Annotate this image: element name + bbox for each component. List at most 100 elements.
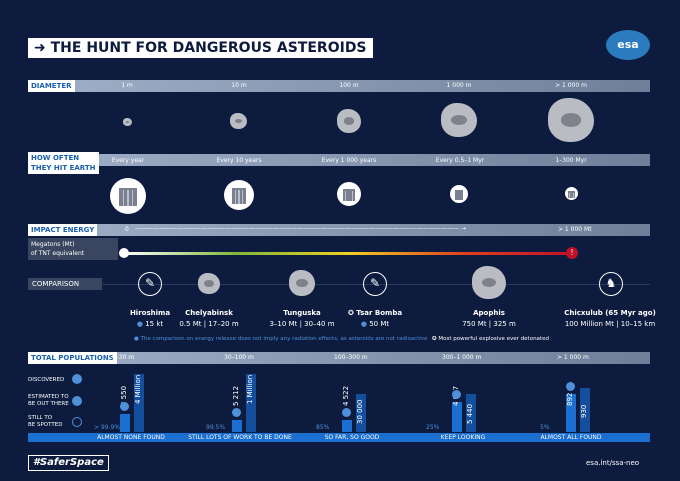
- bomb-icon: ✎: [138, 272, 162, 296]
- captions-ribbon: [28, 433, 650, 442]
- group-caption: SO FAR, SO GOOD: [324, 434, 380, 441]
- energy-gradient-bar: [123, 252, 576, 255]
- discovered-bar: [342, 420, 352, 432]
- calendar-icon: [224, 180, 254, 210]
- asteroid-icon: [230, 113, 247, 129]
- group-caption: ALMOST ALL FOUND: [540, 434, 602, 441]
- populations-bar: [28, 352, 650, 364]
- frequency-item: Every 1 000 years: [321, 157, 377, 164]
- esa-logo: esa: [606, 30, 650, 60]
- comparison-value: ● 50 Mt: [360, 320, 390, 328]
- asteroid-marker-icon: [342, 408, 351, 417]
- asteroid-discovered-icon: [72, 374, 82, 384]
- estimated-value: 5 440: [466, 403, 474, 424]
- comparison-name: Hiroshima: [129, 309, 171, 317]
- asteroid-estimated-icon: [72, 396, 82, 406]
- dinosaur-icon: ♞: [599, 272, 623, 296]
- comparison-label: COMPARISON: [28, 278, 102, 290]
- comparison-name: ✪ Tsar Bomba: [347, 309, 403, 317]
- asteroid-icon: [198, 273, 220, 294]
- estimated-bar: [580, 388, 590, 432]
- populations-label: TOTAL POPULATIONS: [28, 352, 117, 364]
- asteroid-icon: [472, 266, 506, 299]
- bullet-icon: ●: [134, 336, 141, 342]
- discovered-value: 4 522: [342, 385, 350, 406]
- calendar-icon: [337, 182, 361, 206]
- comparison-note: ● The comparison on energy release does …: [134, 336, 428, 342]
- row-discovered-label: DISCOVERED: [28, 377, 65, 383]
- unspotted-percent: > 99.9%: [94, 424, 120, 431]
- asteroid-marker-icon: [566, 382, 575, 391]
- unspotted-percent: 99.5%: [206, 424, 226, 431]
- circle-marker-icon: ✪: [432, 336, 439, 342]
- comparison-value: 100 Million Mt | 10–15 km: [564, 320, 656, 328]
- comparison-value: 750 Mt | 325 m: [462, 320, 516, 328]
- hashtag: #SaferSpace: [28, 455, 109, 471]
- estimated-bar: [466, 394, 476, 432]
- comparison-name: Chicxulub (65 Myr ago): [564, 309, 656, 317]
- frequency-bar: [28, 154, 650, 166]
- footer-url[interactable]: esa.int/ssa-neo: [586, 459, 640, 467]
- circle-marker-icon: ✪: [347, 309, 357, 317]
- alert-icon: !: [566, 247, 578, 259]
- diameter-label: DIAMETER: [28, 80, 75, 92]
- comparison-value: 3–10 Mt | 30–40 m: [269, 320, 335, 328]
- comparison-name: Tunguska: [283, 309, 321, 317]
- discovered-value: 5 212: [232, 385, 240, 406]
- bullet-icon: ●: [136, 320, 146, 328]
- asteroid-unspotted-icon: [72, 417, 82, 427]
- row-estimated-label: ESTIMATED TO BE OUT THERE: [28, 394, 69, 407]
- population-range: > 1 000 m: [557, 354, 589, 361]
- comparison-name: Apophis: [473, 309, 505, 317]
- group-caption: ALMOST NONE FOUND: [97, 434, 165, 441]
- energy-start-dot: [119, 248, 129, 258]
- asteroid-icon: [441, 103, 477, 137]
- frequency-item: Every 0.5–1 Myr: [435, 157, 485, 164]
- diameter-size: 1 m: [121, 82, 133, 89]
- discovered-bar: [566, 394, 576, 432]
- discovered-value: 892: [566, 392, 574, 406]
- energy-label: IMPACT ENERGY: [28, 224, 98, 236]
- frequency-item: Every 10 years: [216, 157, 262, 164]
- energy-header-bar: [28, 224, 650, 236]
- asteroid-icon: [548, 98, 594, 142]
- arrow-right-icon: ➜: [34, 40, 51, 56]
- comparison-name: Chelyabinsk: [185, 309, 233, 317]
- comparison-value: 0.5 Mt | 17–20 m: [179, 320, 239, 328]
- estimated-bar: [246, 374, 256, 432]
- estimated-value: 1 Million: [246, 374, 254, 404]
- estimated-bar: [356, 394, 366, 432]
- diameter-size: > 1 000 m: [555, 82, 587, 89]
- diameter-size: 1 000 m: [446, 82, 472, 89]
- row-spotted-label: STILL TO BE SPOTTED: [28, 415, 63, 428]
- asteroid-marker-icon: [452, 390, 461, 399]
- energy-end: > 1 000 Mt: [558, 226, 592, 233]
- page-title: ➜ THE HUNT FOR DANGEROUS ASTEROIDS: [28, 38, 373, 58]
- estimated-value: 4 Million: [134, 374, 142, 404]
- discovered-bar: [452, 402, 462, 432]
- population-range: 300–1 000 m: [442, 354, 482, 361]
- asteroid-marker-icon: [232, 408, 241, 417]
- asteroid-icon: [123, 118, 132, 126]
- frequency-item: 1–300 Myr: [555, 157, 587, 164]
- arrow-line-icon: ————————————————————————————————————————…: [135, 225, 466, 232]
- energy-unit: Megatons (Mt) of TNT equivalent: [28, 238, 118, 260]
- calendar-icon: [565, 187, 578, 200]
- asteroid-icon: [337, 109, 361, 133]
- discovered-bar: [120, 414, 130, 432]
- asteroid-icon: [289, 270, 315, 296]
- energy-start: 0: [125, 226, 129, 233]
- calendar-icon: [110, 178, 146, 214]
- diameter-bar: [28, 80, 650, 92]
- bomb-icon: ✎: [363, 272, 387, 296]
- unspotted-percent: 5%: [540, 424, 550, 431]
- estimated-value: 930: [580, 404, 588, 418]
- population-range: 100–300 m: [334, 354, 368, 361]
- asteroid-marker-icon: [120, 402, 129, 411]
- bullet-icon: ●: [360, 320, 370, 328]
- calendar-icon: [450, 185, 468, 203]
- discovered-bar: [232, 420, 242, 432]
- estimated-value: 30 000: [356, 399, 364, 425]
- group-caption: STILL LOTS OF WORK TO BE DONE: [188, 434, 292, 441]
- comparison-legend: ✪ Most powerful explosive ever detonated: [432, 336, 549, 342]
